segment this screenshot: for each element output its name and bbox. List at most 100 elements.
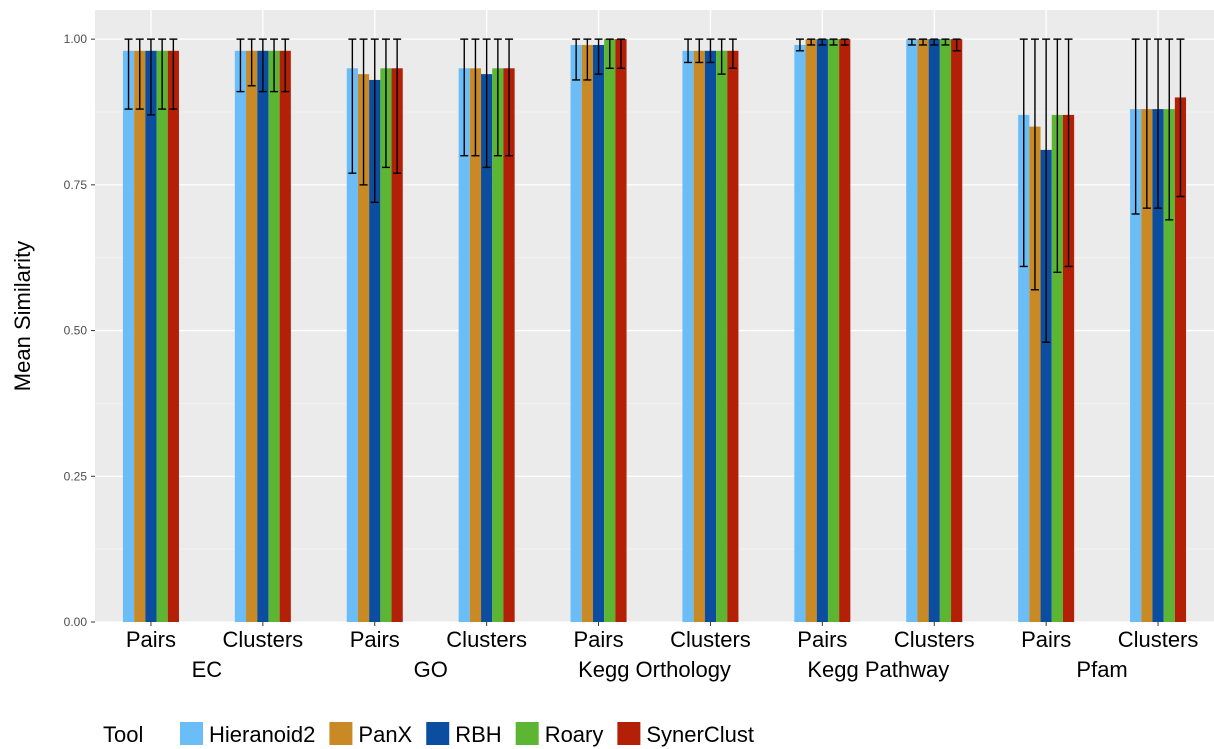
error-bar (169, 38, 178, 110)
bar-roary-kegg-pathway-pairs (827, 39, 840, 622)
x-tick-label: Clusters (1118, 627, 1199, 652)
error-bar (695, 38, 704, 64)
y-axis-title: Mean Similarity (10, 241, 35, 391)
bar-hieranoid2-kegg-pathway-pairs (794, 44, 806, 622)
legend-key-panx (329, 722, 353, 745)
error-bar (1154, 38, 1163, 209)
x-tick-label: Pairs (797, 627, 847, 652)
legend-label: SynerClust (646, 722, 754, 747)
x-tick-label: Clusters (223, 627, 304, 652)
error-bar (482, 38, 491, 169)
legend-label: Hieranoid2 (209, 722, 315, 747)
bar-rbh-kegg-pathway-pairs (816, 39, 828, 622)
error-bar (728, 38, 737, 69)
bar-rbh-go-pairs (369, 79, 381, 622)
bar-rbh-kegg-orthology-pairs (592, 44, 605, 622)
error-bar (829, 38, 838, 46)
error-bar (616, 38, 625, 69)
bar-roary-ec-clusters (268, 50, 280, 623)
bar-hieranoid2-ec-pairs (122, 50, 135, 623)
legend-title: Tool (103, 722, 143, 747)
bar-panx-kegg-orthology-clusters (693, 50, 705, 623)
error-bar (605, 38, 614, 69)
bar-synerclust-kegg-pathway-pairs (839, 39, 851, 622)
legend-label: Roary (545, 722, 604, 747)
legend-key-rbh (426, 722, 450, 745)
bar-hieranoid2-kegg-orthology-pairs (570, 44, 582, 622)
bar-roary-kegg-orthology-pairs (604, 39, 616, 622)
bar-synerclust-kegg-orthology-pairs (615, 39, 627, 622)
bar-synerclust-pfam-clusters (1174, 97, 1187, 622)
error-bar (370, 38, 379, 204)
legend: Tool Hieranoid2 PanX RBH Roary SynerClust (103, 722, 754, 747)
error-bar (393, 38, 402, 174)
error-bar (795, 38, 804, 52)
bar-roary-ec-pairs (156, 50, 168, 623)
bar-panx-pfam-clusters (1141, 109, 1153, 623)
error-bar (1176, 38, 1185, 198)
bar-synerclust-pfam-pairs (1062, 114, 1075, 623)
bar-rbh-kegg-pathway-clusters (928, 39, 940, 622)
error-bar (952, 38, 961, 52)
bar-synerclust-ec-clusters (279, 50, 291, 623)
error-bar (505, 38, 514, 157)
error-bar (807, 38, 816, 46)
error-bar (840, 38, 849, 46)
bars (122, 39, 1187, 623)
x-tick-label: Pairs (350, 627, 400, 652)
y-tick-label: 0.50 (64, 324, 88, 338)
bar-panx-pfam-pairs (1029, 126, 1041, 623)
bar-panx-kegg-orthology-pairs (581, 44, 593, 622)
x-tick-label: Clusters (670, 627, 751, 652)
bar-rbh-ec-pairs (145, 50, 157, 623)
bar-panx-ec-pairs (134, 50, 146, 623)
error-bar (471, 38, 480, 157)
error-bar (1064, 38, 1073, 268)
bar-hieranoid2-go-clusters (458, 68, 470, 623)
error-bar (907, 38, 916, 46)
bar-synerclust-kegg-orthology-clusters (727, 50, 739, 623)
x-tick-label: Pairs (573, 627, 623, 652)
error-bar (258, 38, 267, 93)
error-bar (684, 38, 693, 64)
x-group-label: Kegg Pathway (807, 657, 949, 682)
error-bar (1053, 38, 1062, 273)
bar-panx-go-pairs (357, 74, 370, 623)
error-bar (493, 38, 502, 157)
error-bar (359, 38, 368, 186)
x-group-label: GO (414, 657, 448, 682)
bar-roary-go-pairs (380, 68, 392, 623)
bar-roary-go-clusters (492, 68, 504, 623)
error-bar (1142, 38, 1151, 209)
error-bar (572, 38, 581, 81)
y-tick-label: 1.00 (64, 32, 88, 46)
error-bar (270, 38, 279, 93)
bar-panx-go-clusters (469, 68, 482, 623)
bar-hieranoid2-kegg-orthology-clusters (682, 50, 694, 623)
error-bar (1019, 38, 1028, 268)
bar-panx-kegg-pathway-clusters (917, 39, 929, 622)
x-group-label: EC (192, 657, 223, 682)
bar-roary-kegg-pathway-clusters (939, 39, 952, 622)
error-bar (348, 38, 357, 174)
error-bar (158, 38, 167, 110)
error-bar (706, 38, 715, 64)
bar-synerclust-kegg-pathway-clusters (951, 39, 963, 622)
bar-synerclust-go-clusters (503, 68, 515, 623)
legend-label: RBH (455, 722, 501, 747)
bar-rbh-go-clusters (481, 74, 493, 623)
x-tick-label: Clusters (446, 627, 527, 652)
bar-hieranoid2-pfam-clusters (1130, 109, 1142, 623)
x-tick-label: Pairs (1021, 627, 1071, 652)
error-bar (1030, 38, 1039, 291)
bar-rbh-kegg-orthology-clusters (704, 50, 717, 623)
error-bar (919, 38, 928, 46)
legend-label: PanX (358, 722, 412, 747)
bar-panx-kegg-pathway-pairs (805, 39, 817, 622)
bar-synerclust-go-pairs (391, 68, 403, 623)
error-bar (135, 38, 144, 110)
error-bar (247, 38, 256, 87)
error-bar (236, 38, 245, 93)
x-group-label: Kegg Orthology (578, 657, 731, 682)
